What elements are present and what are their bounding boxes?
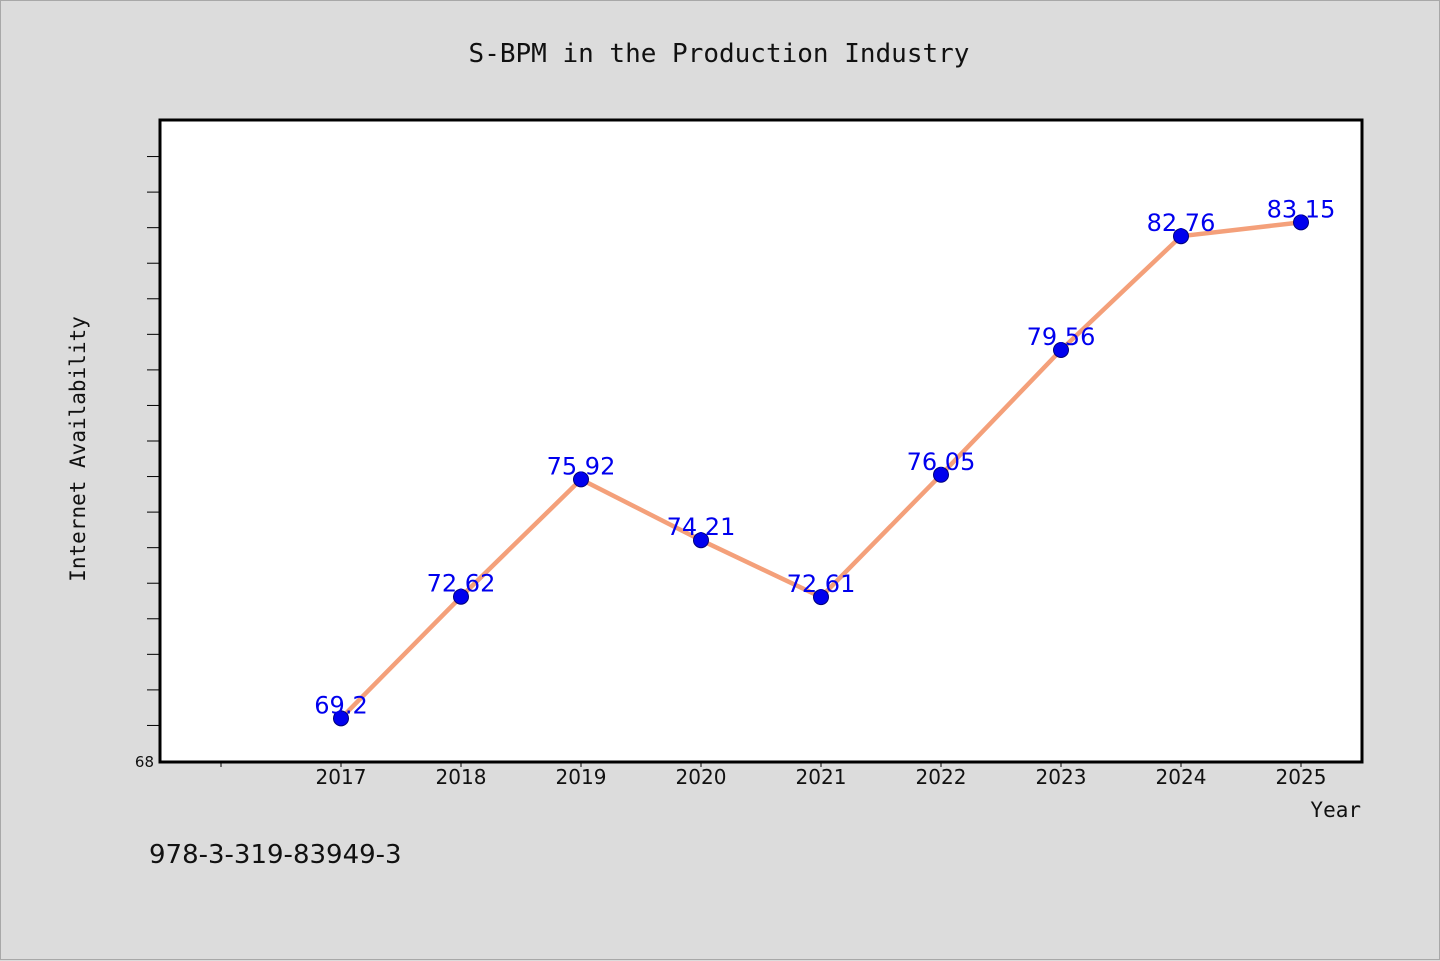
- data-label: 83.15: [1267, 195, 1336, 223]
- data-point: [1293, 214, 1309, 231]
- y-axis-min-label: 68: [135, 753, 154, 771]
- data-label: 76.05: [907, 448, 976, 476]
- y-axis-title: Internet Availability: [66, 316, 90, 582]
- data-label: 72.61: [787, 570, 856, 598]
- plot-area: [158, 118, 1364, 764]
- x-tick-label: 2017: [316, 765, 367, 789]
- series-markers: [333, 214, 1309, 727]
- chart-title: S-BPM in the Production Industry: [469, 39, 970, 69]
- x-tick-label: 2020: [676, 765, 727, 789]
- data-label: 72.62: [427, 570, 496, 598]
- data-point: [1173, 228, 1189, 245]
- data-label: 82.76: [1147, 209, 1216, 237]
- data-point: [453, 588, 469, 605]
- data-point: [573, 471, 589, 488]
- data-point: [1053, 341, 1069, 358]
- x-tick-label: 2023: [1036, 765, 1087, 789]
- x-tick-label: 2025: [1276, 765, 1327, 789]
- data-point: [813, 589, 829, 606]
- x-tick-label: 2024: [1156, 765, 1207, 789]
- x-axis-ticks: [220, 761, 1302, 767]
- x-tick-label: 2019: [556, 765, 607, 789]
- x-axis-title: Year: [1310, 798, 1361, 822]
- data-label: 69.2: [314, 691, 367, 719]
- data-labels: 69.2 72.62 75.92 74.21 72.61 76.05 79.56 82.76 8…: [314, 195, 1335, 719]
- x-tick-label: 2022: [916, 765, 967, 789]
- data-label: 74.21: [667, 513, 736, 541]
- data-label: 79.56: [1027, 323, 1096, 351]
- x-tick-label: 2021: [796, 765, 847, 789]
- data-point: [933, 466, 949, 483]
- data-point: [333, 710, 349, 727]
- data-label: 75.92: [547, 452, 616, 480]
- y-axis-ticks: [147, 156, 161, 726]
- x-axis-tick-labels: 2017 2018 2019 2020 2021 2022 2023 2024 2025: [316, 765, 1327, 789]
- x-tick-label: 2018: [436, 765, 487, 789]
- data-point: [693, 532, 709, 549]
